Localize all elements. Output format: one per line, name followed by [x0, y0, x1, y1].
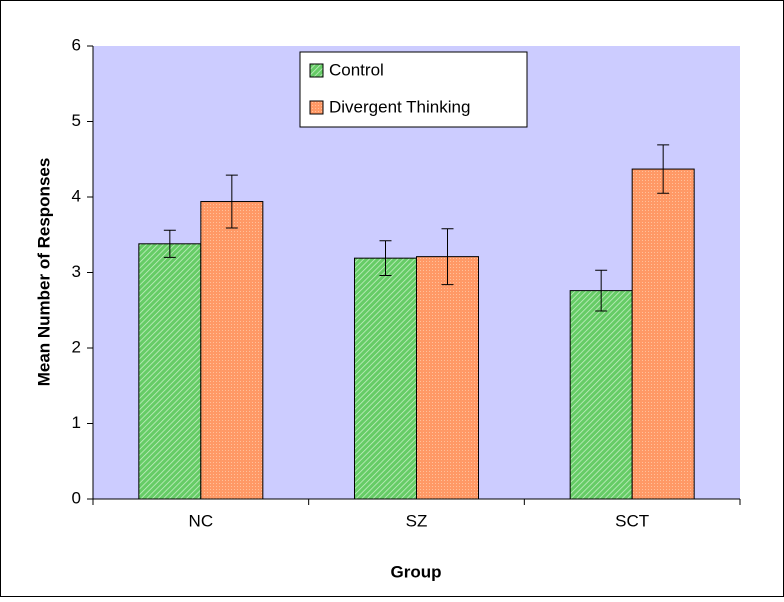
- y-tick-label: 1: [72, 413, 81, 432]
- bar: [631, 168, 695, 500]
- bar: [569, 290, 633, 500]
- y-axis-label: Mean Number of Responses: [34, 158, 53, 387]
- legend: [299, 51, 528, 128]
- y-tick-label: 6: [72, 35, 81, 54]
- x-axis-label: Group: [391, 562, 442, 581]
- legend-swatch: [309, 100, 324, 115]
- bar: [138, 243, 202, 500]
- y-tick-label: 2: [72, 337, 81, 356]
- error-bar: [441, 228, 454, 286]
- y-tick-label: 0: [72, 488, 81, 507]
- legend-label: Control: [329, 60, 384, 79]
- error-bar: [595, 269, 608, 312]
- bar: [416, 256, 479, 500]
- error-bar: [225, 174, 238, 229]
- x-tick-label: SCT: [615, 511, 649, 530]
- legend-label: Divergent Thinking: [329, 97, 470, 116]
- x-tick-label: SZ: [406, 511, 428, 530]
- bar: [354, 257, 417, 500]
- y-tick-label: 5: [72, 111, 81, 130]
- legend-swatch: [309, 63, 324, 78]
- bar: [200, 201, 264, 500]
- y-tick-label: 3: [72, 262, 81, 281]
- x-tick-label: NC: [189, 511, 214, 530]
- error-bar: [163, 229, 176, 258]
- y-tick-label: 4: [72, 186, 81, 205]
- error-bar: [379, 240, 392, 277]
- error-bar: [657, 144, 670, 194]
